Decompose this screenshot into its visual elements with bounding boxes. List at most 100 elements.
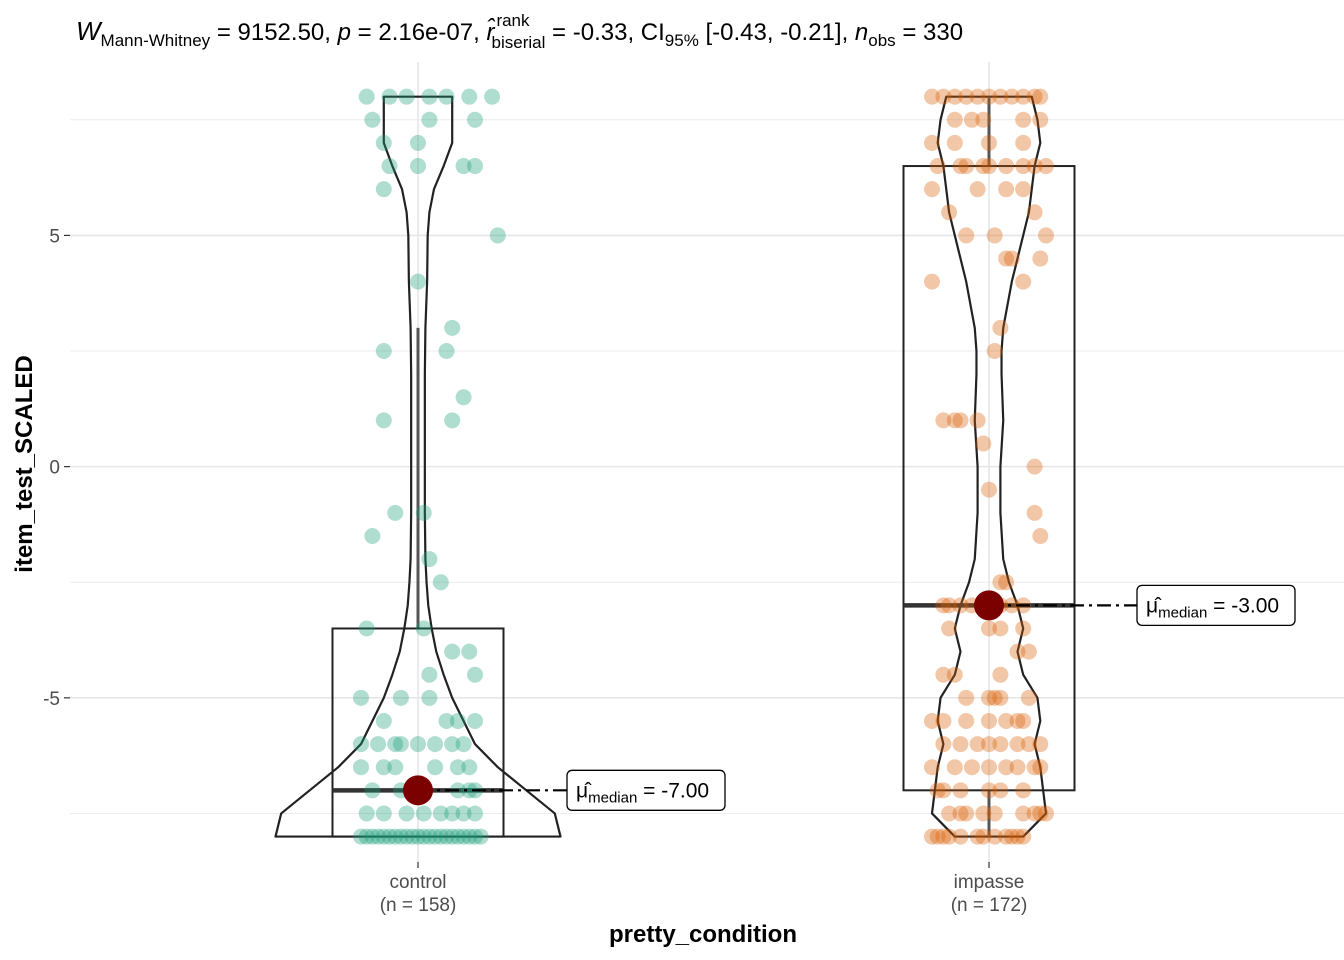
data-point xyxy=(375,412,392,429)
data-point xyxy=(924,712,940,729)
data-point xyxy=(1032,250,1049,267)
data-point xyxy=(998,181,1015,198)
data-point xyxy=(455,158,472,175)
data-point xyxy=(981,759,997,776)
data-point xyxy=(1032,88,1049,105)
data-point xyxy=(1038,158,1054,175)
data-point xyxy=(387,759,404,776)
median-dot xyxy=(403,775,433,806)
data-point xyxy=(992,666,1009,683)
x-axis-title: pretty_condition xyxy=(609,921,797,948)
data-point xyxy=(981,689,997,706)
box-impasse xyxy=(902,165,1076,792)
data-point xyxy=(370,736,387,753)
data-point xyxy=(1009,759,1026,776)
data-point xyxy=(981,782,997,799)
data-point xyxy=(952,597,969,614)
data-point xyxy=(941,204,958,221)
data-point xyxy=(410,273,426,290)
data-point xyxy=(467,158,483,175)
data-point xyxy=(929,782,946,799)
data-point xyxy=(924,88,940,105)
data-point xyxy=(998,712,1015,729)
data-point xyxy=(410,828,426,845)
data-point xyxy=(952,736,969,753)
data-point xyxy=(969,88,986,105)
data-point xyxy=(986,689,1003,706)
data-point xyxy=(353,828,369,845)
data-point xyxy=(421,111,438,128)
median-label-box xyxy=(566,769,726,811)
data-point xyxy=(427,736,444,753)
data-point xyxy=(975,158,992,175)
data-point xyxy=(963,111,980,128)
data-point xyxy=(924,134,940,151)
data-point xyxy=(1003,828,1020,845)
data-point xyxy=(1032,759,1049,776)
data-point xyxy=(489,227,506,244)
data-point xyxy=(1003,250,1020,267)
points xyxy=(353,88,1054,845)
data-point xyxy=(992,88,1009,105)
data-point xyxy=(444,828,461,845)
data-point xyxy=(941,597,958,614)
data-point xyxy=(992,319,1009,336)
data-point xyxy=(941,620,958,637)
data-point xyxy=(461,643,478,660)
data-point xyxy=(455,805,472,822)
data-point xyxy=(398,88,415,105)
y-axis-title: item_test_SCALED xyxy=(11,355,38,572)
data-point xyxy=(935,712,952,729)
data-point xyxy=(484,88,501,105)
data-point xyxy=(444,412,461,429)
data-point xyxy=(946,666,963,683)
median-label: μ̂median = -7.00 xyxy=(576,779,709,806)
data-point xyxy=(946,412,963,429)
data-point xyxy=(444,319,461,336)
data-point xyxy=(981,158,997,175)
data-point xyxy=(381,828,398,845)
data-point xyxy=(353,759,369,776)
data-point xyxy=(992,689,1009,706)
data-point xyxy=(438,343,455,360)
data-point xyxy=(924,273,940,290)
data-point xyxy=(398,805,415,822)
data-point xyxy=(981,481,997,498)
data-point xyxy=(998,828,1015,845)
data-point xyxy=(392,689,409,706)
x-tick-n-impasse: (n = 172) xyxy=(951,895,1028,916)
data-point xyxy=(1020,689,1037,706)
data-point xyxy=(1015,181,1032,198)
data-point xyxy=(370,828,387,845)
x-tick-n-control: (n = 158) xyxy=(380,895,457,916)
data-point xyxy=(992,736,1009,753)
data-point xyxy=(969,736,986,753)
data-point xyxy=(929,158,946,175)
data-point xyxy=(1032,736,1049,753)
data-point xyxy=(461,88,478,105)
data-point xyxy=(421,828,438,845)
data-point xyxy=(952,158,969,175)
data-point xyxy=(935,828,952,845)
data-point xyxy=(1032,527,1049,544)
data-point xyxy=(1026,88,1043,105)
data-point xyxy=(455,389,472,406)
data-point xyxy=(1026,759,1043,776)
data-point xyxy=(375,134,392,151)
data-point xyxy=(924,759,940,776)
data-point xyxy=(421,551,438,568)
data-point xyxy=(1038,227,1054,244)
data-point xyxy=(958,227,975,244)
data-point xyxy=(421,88,438,105)
data-point xyxy=(975,805,992,822)
data-point xyxy=(375,181,392,198)
data-point xyxy=(981,88,997,105)
data-point xyxy=(415,504,432,521)
data-point xyxy=(986,343,1003,360)
data-point xyxy=(946,111,963,128)
data-point xyxy=(467,666,483,683)
data-point xyxy=(946,759,963,776)
data-point xyxy=(387,504,404,521)
data-point xyxy=(998,759,1015,776)
